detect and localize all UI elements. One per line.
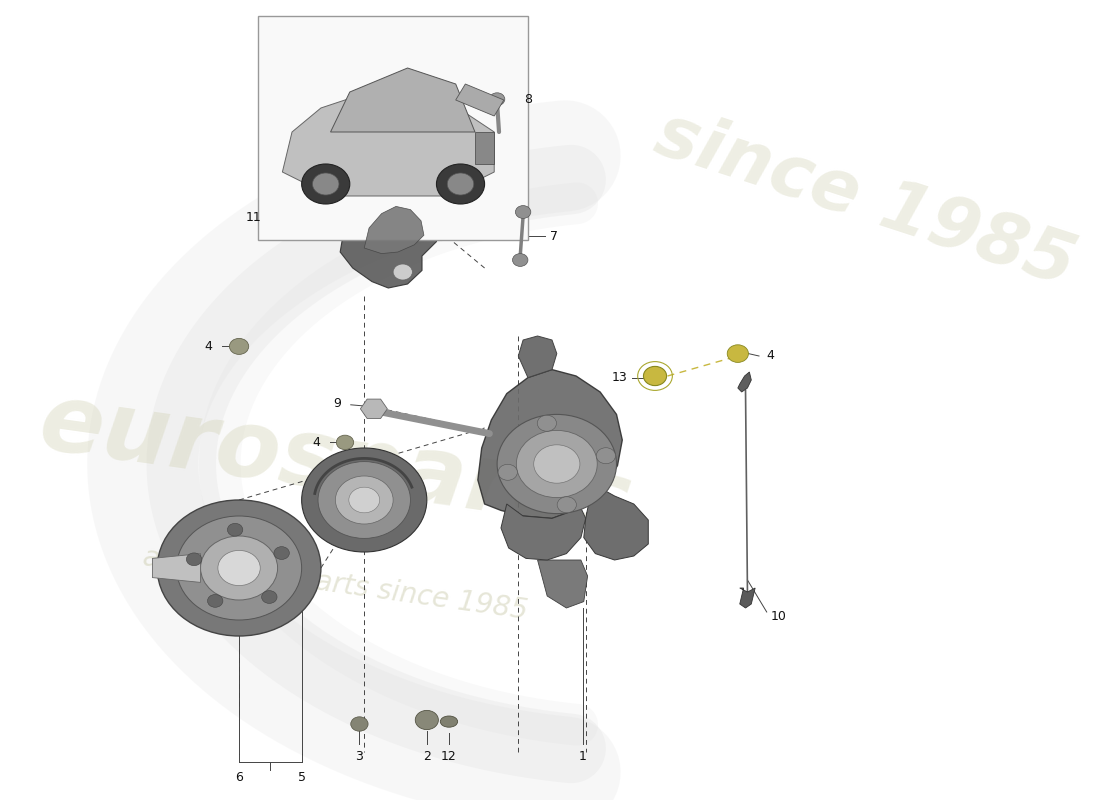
Circle shape bbox=[498, 464, 517, 480]
Polygon shape bbox=[538, 560, 587, 608]
Text: 5: 5 bbox=[298, 771, 306, 784]
Ellipse shape bbox=[440, 716, 458, 727]
Circle shape bbox=[537, 415, 557, 431]
Circle shape bbox=[176, 516, 301, 620]
Circle shape bbox=[262, 590, 277, 603]
Circle shape bbox=[337, 435, 353, 450]
Text: 4: 4 bbox=[767, 350, 774, 362]
Circle shape bbox=[318, 462, 410, 538]
Polygon shape bbox=[738, 372, 751, 392]
Text: 6: 6 bbox=[235, 771, 243, 784]
Text: 13: 13 bbox=[612, 371, 627, 384]
Circle shape bbox=[208, 594, 223, 607]
Polygon shape bbox=[518, 336, 557, 378]
Text: 3: 3 bbox=[355, 750, 363, 762]
Circle shape bbox=[274, 546, 289, 559]
Polygon shape bbox=[584, 488, 648, 560]
Circle shape bbox=[200, 536, 277, 600]
Polygon shape bbox=[739, 588, 756, 608]
Polygon shape bbox=[361, 399, 387, 418]
Polygon shape bbox=[500, 504, 585, 560]
Text: 12: 12 bbox=[441, 750, 456, 762]
Circle shape bbox=[301, 164, 350, 204]
Circle shape bbox=[336, 476, 393, 524]
Text: 10: 10 bbox=[770, 610, 786, 622]
Circle shape bbox=[437, 164, 485, 204]
Circle shape bbox=[448, 173, 474, 195]
Circle shape bbox=[301, 448, 427, 552]
Circle shape bbox=[557, 497, 576, 513]
Text: 4: 4 bbox=[205, 340, 212, 353]
Circle shape bbox=[416, 710, 439, 730]
Circle shape bbox=[644, 366, 667, 386]
Circle shape bbox=[312, 173, 339, 195]
Circle shape bbox=[349, 487, 379, 513]
Text: a place for parts since 1985: a place for parts since 1985 bbox=[141, 543, 529, 625]
Bar bbox=[258, 16, 528, 240]
Polygon shape bbox=[153, 554, 200, 582]
Text: 11: 11 bbox=[245, 211, 262, 224]
Circle shape bbox=[516, 206, 531, 218]
Polygon shape bbox=[283, 92, 494, 196]
Circle shape bbox=[497, 414, 616, 514]
Polygon shape bbox=[477, 370, 623, 518]
Polygon shape bbox=[340, 188, 439, 288]
Circle shape bbox=[490, 93, 505, 106]
Text: 2: 2 bbox=[422, 750, 431, 762]
Text: eurospares: eurospares bbox=[33, 377, 638, 551]
Circle shape bbox=[516, 430, 597, 498]
Circle shape bbox=[157, 500, 321, 636]
Polygon shape bbox=[455, 84, 504, 116]
Bar bbox=[475, 132, 494, 164]
Text: 8: 8 bbox=[524, 93, 532, 106]
Circle shape bbox=[513, 254, 528, 266]
Circle shape bbox=[393, 264, 412, 280]
Polygon shape bbox=[364, 206, 424, 254]
Circle shape bbox=[218, 550, 261, 586]
Text: 1: 1 bbox=[579, 750, 586, 762]
Circle shape bbox=[186, 553, 201, 566]
Circle shape bbox=[228, 523, 243, 536]
Text: 4: 4 bbox=[312, 436, 320, 449]
Polygon shape bbox=[330, 68, 475, 132]
Circle shape bbox=[727, 345, 748, 362]
Circle shape bbox=[596, 448, 616, 464]
Text: 9: 9 bbox=[333, 397, 341, 410]
Circle shape bbox=[230, 338, 249, 354]
Circle shape bbox=[534, 445, 580, 483]
Text: since 1985: since 1985 bbox=[647, 100, 1084, 300]
Circle shape bbox=[351, 717, 369, 731]
Text: 7: 7 bbox=[550, 230, 558, 242]
